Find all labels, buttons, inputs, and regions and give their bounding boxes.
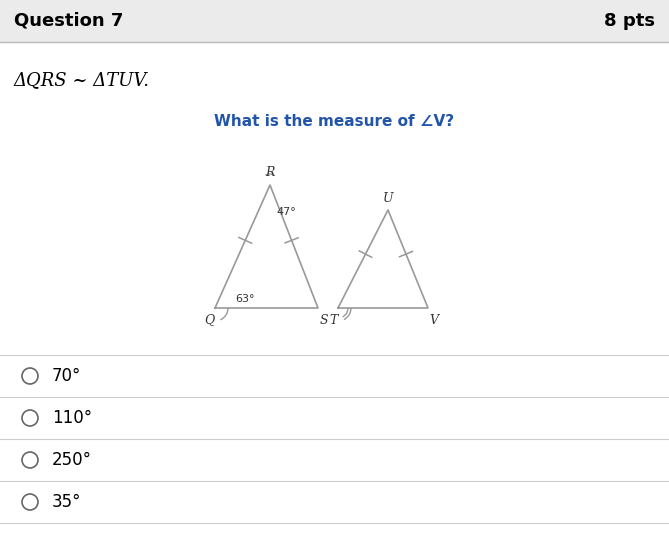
Text: 110°: 110° (52, 409, 92, 427)
Text: V: V (429, 313, 438, 326)
Text: 63°: 63° (235, 294, 254, 304)
Text: R: R (266, 167, 275, 179)
Text: 47°: 47° (276, 207, 296, 217)
Text: Q: Q (204, 313, 214, 326)
Text: 8 pts: 8 pts (604, 12, 655, 30)
Text: ΔQRS ~ ΔTUV.: ΔQRS ~ ΔTUV. (14, 71, 150, 89)
Text: U: U (383, 191, 393, 204)
Circle shape (22, 494, 38, 510)
Text: What is the measure of ∠V?: What is the measure of ∠V? (215, 114, 454, 130)
Text: S: S (320, 313, 328, 326)
Text: T: T (330, 313, 339, 326)
Text: 70°: 70° (52, 367, 82, 385)
Bar (0, 0, 669, 42)
Circle shape (22, 368, 38, 384)
Circle shape (22, 452, 38, 468)
Text: Question 7: Question 7 (14, 12, 123, 30)
Text: 35°: 35° (52, 493, 82, 511)
Circle shape (22, 410, 38, 426)
Text: 250°: 250° (52, 451, 92, 469)
